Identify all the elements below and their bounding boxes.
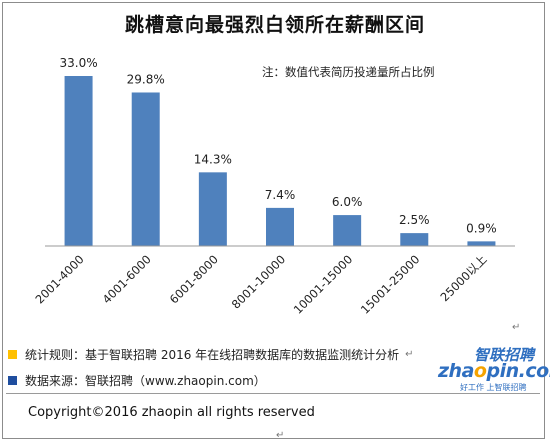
- bar-value-label: 2.5%: [399, 213, 430, 227]
- rule-legend-label: 统计规则：基于智联招聘 2016 年在线招聘数据库的数据监测统计分析: [25, 348, 400, 362]
- bar: [400, 233, 429, 246]
- bars-group: [64, 76, 496, 246]
- x-tick-label: 10001-15000: [291, 252, 356, 317]
- rule-legend-row: 统计规则：基于智联招聘 2016 年在线招聘数据库的数据监测统计分析 ↵: [8, 346, 414, 363]
- logo-en-suffix: pin.com: [486, 360, 550, 382]
- bar-value-label: 14.3%: [194, 152, 232, 166]
- logo-en-text: zhaopin.com: [438, 360, 550, 382]
- bar: [198, 172, 227, 246]
- chart-title: 跳槽意向最强烈白领所在薪酬区间: [124, 14, 425, 36]
- x-tick-label: 25000以上: [438, 252, 490, 304]
- chart-note: 注：数值代表简历投递量所占比例: [262, 65, 435, 79]
- bar: [467, 241, 496, 246]
- bar: [333, 215, 362, 246]
- zhaopin-logo: 智联招聘 zhaopin.com 好工作 上智联招聘: [438, 346, 550, 394]
- value-labels: 33.0% 29.8% 14.3% 7.4% 6.0% 2.5% 0.9%: [60, 56, 497, 235]
- bar-value-label: 29.8%: [127, 72, 165, 86]
- bar-value-label: 7.4%: [265, 188, 296, 202]
- return-mark: ↵: [405, 349, 414, 360]
- source-legend-swatch: [8, 376, 17, 385]
- logo-sub-text: 好工作 上智联招聘: [460, 383, 527, 392]
- bar: [131, 92, 160, 246]
- return-mark: ↵: [512, 322, 521, 333]
- copyright-text: Copyright©2016 zhaopin all rights reserv…: [28, 405, 315, 420]
- return-mark: ↵: [276, 430, 285, 441]
- logo-en-prefix: zha: [438, 360, 474, 382]
- bar: [64, 76, 93, 246]
- bar-value-label: 0.9%: [466, 221, 497, 235]
- x-tick-label: 15001-25000: [358, 252, 423, 317]
- bar: [266, 207, 294, 246]
- x-tick-label: 6001-8000: [167, 252, 221, 306]
- source-legend-row: 数据来源：智联招聘（www.zhaopin.com）: [8, 372, 266, 389]
- x-tick-label: 8001-10000: [229, 252, 288, 311]
- bar-value-label: 6.0%: [332, 195, 363, 209]
- source-legend-label: 数据来源：智联招聘（www.zhaopin.com）: [25, 374, 266, 388]
- logo-cn-text: 智联招聘: [473, 346, 534, 364]
- bar-value-label: 33.0%: [60, 56, 98, 70]
- x-tick-label: 4001-6000: [100, 252, 154, 306]
- footer-separator: [6, 393, 540, 394]
- x-tick-label: 2001-4000: [32, 252, 86, 306]
- logo-en-o: o: [473, 360, 487, 382]
- x-tick-labels: 2001-4000 4001-6000 6001-8000 8001-10000 100…: [32, 252, 489, 317]
- rule-legend-swatch: [8, 350, 17, 359]
